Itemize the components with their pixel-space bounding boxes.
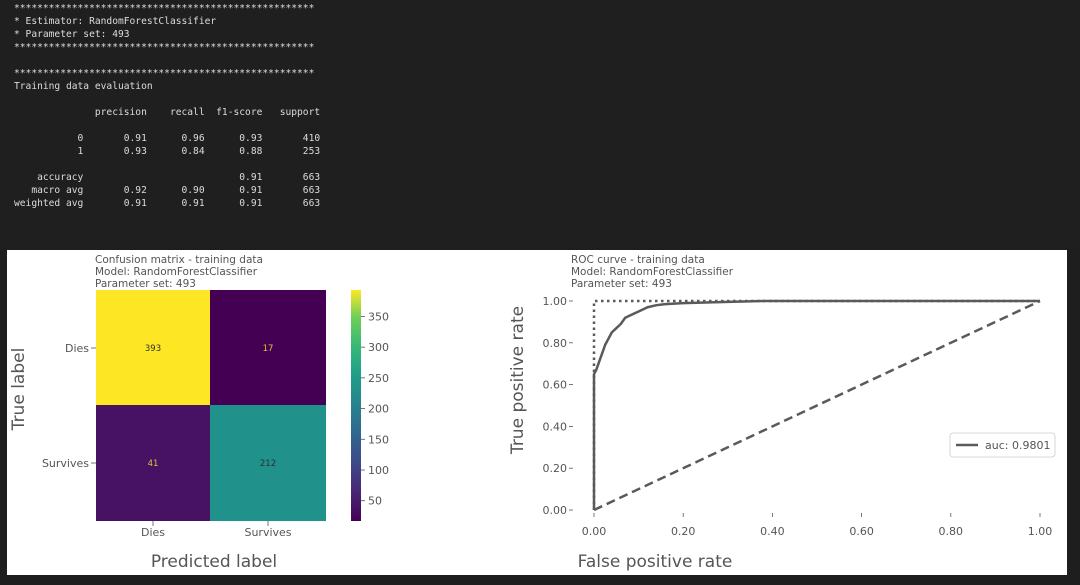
cm-cell-dies-dies — [96, 290, 210, 405]
colorbar-tick-label: 150 — [368, 433, 389, 446]
roc-legend-label: auc: 0.9801 — [985, 439, 1050, 452]
roc-xtick-label: 0.80 — [939, 525, 964, 538]
cm-xtick-dies: Dies — [141, 526, 165, 539]
roc-legend-box — [949, 432, 1056, 458]
cm-title-line-3: Parameter set: 493 — [95, 278, 196, 290]
plot-output: Confusion matrix - training data Model: … — [7, 250, 1067, 575]
roc-ylabel: True positive rate — [508, 306, 528, 455]
cm-title-line-1: Confusion matrix - training data — [95, 254, 263, 266]
cm-cell-survives-survives — [210, 405, 326, 521]
roc-ytick-label: 0.80 — [543, 337, 568, 350]
roc-xtick-label: 0.60 — [849, 525, 874, 538]
cm-cell-dies-survives — [210, 290, 326, 405]
roc-ytick-label: 0.20 — [543, 462, 568, 475]
colorbar-tick-label: 200 — [368, 403, 389, 416]
roc-xtick-label: 1.00 — [1028, 525, 1053, 538]
roc-ytick-label: 0.00 — [543, 504, 568, 517]
roc-xtick-label: 0.00 — [582, 525, 607, 538]
confusion-matrix-chart: Confusion matrix - training data Model: … — [9, 254, 389, 572]
cm-cell-survives-dies — [96, 405, 210, 521]
roc-xtick-label: 0.20 — [671, 525, 696, 538]
plots-svg: Confusion matrix - training data Model: … — [9, 254, 1056, 572]
roc-chance-line — [593, 299, 1041, 512]
roc-legend: auc: 0.9801 — [949, 432, 1056, 458]
cm-colorbar-ticks: 50 100 150 200 250 300 350 — [361, 310, 389, 508]
cm-value-dies-survives: 17 — [263, 344, 274, 354]
cm-xtick-survives: Survives — [244, 526, 291, 539]
roc-xtick-label: 0.40 — [760, 525, 785, 538]
colorbar-tick-label: 350 — [368, 310, 389, 323]
roc-title-line-3: Parameter set: 493 — [571, 278, 672, 290]
cm-colorbar — [351, 290, 361, 521]
colorbar-tick-label: 250 — [368, 372, 389, 385]
cm-ytick-survives: Survives — [42, 457, 89, 470]
cm-ytick-dies: Dies — [65, 342, 89, 355]
roc-curve-chart: ROC curve - training data Model: RandomF… — [508, 254, 1056, 572]
roc-title-line-1: ROC curve - training data — [571, 254, 705, 266]
roc-ytick-label: 0.40 — [543, 420, 568, 433]
cm-title-line-2: Model: RandomForestClassifier — [95, 266, 258, 278]
cm-value-survives-survives: 212 — [260, 459, 276, 469]
roc-axis-ticks: 0.00 0.20 0.40 0.60 0.80 1.00 0.00 0.20 0.40 0.60… — [543, 295, 1053, 538]
roc-title-line-2: Model: RandomForestClassifier — [571, 266, 734, 278]
cm-ylabel: True label — [9, 348, 29, 432]
roc-lines — [592, 299, 1041, 512]
cm-xlabel: Predicted label — [151, 552, 277, 572]
roc-xlabel: False positive rate — [578, 552, 733, 572]
cm-value-survives-dies: 41 — [148, 459, 159, 469]
roc-ytick-label: 0.60 — [543, 379, 568, 392]
cm-value-dies-dies: 393 — [145, 344, 161, 354]
colorbar-tick-label: 50 — [368, 495, 382, 508]
console-output: ****************************************… — [0, 0, 1080, 246]
console-text: ****************************************… — [14, 3, 321, 209]
roc-curve-line — [592, 299, 1040, 510]
roc-ytick-label: 1.00 — [543, 295, 568, 308]
colorbar-tick-label: 100 — [368, 464, 389, 477]
colorbar-tick-label: 300 — [368, 341, 389, 354]
